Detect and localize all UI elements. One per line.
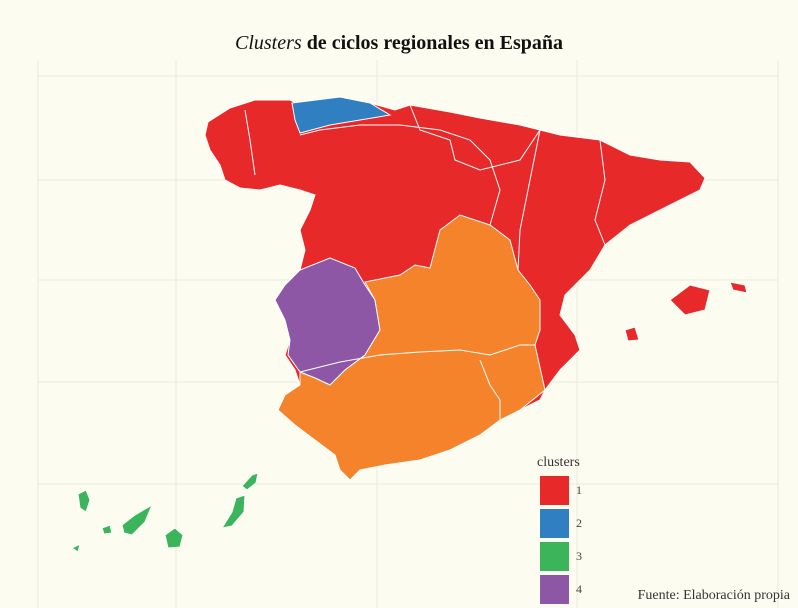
legend-swatch	[540, 509, 569, 538]
region	[291, 96, 392, 134]
title-emphasis: Clusters	[235, 32, 302, 54]
region	[729, 281, 748, 294]
border	[594, 139, 606, 246]
border	[479, 359, 501, 420]
region	[241, 472, 259, 491]
border	[299, 124, 501, 226]
region	[164, 527, 184, 549]
border	[244, 109, 256, 176]
legend-swatch	[540, 476, 569, 505]
legend-label: 3	[576, 549, 582, 563]
region	[220, 494, 246, 529]
region	[71, 543, 81, 553]
region	[624, 326, 640, 342]
border	[517, 129, 541, 271]
title: Clusters de ciclos regionales en España	[235, 32, 563, 54]
legend-swatch	[540, 575, 569, 604]
title-rest: de ciclos regionales en España	[307, 32, 563, 54]
region	[101, 524, 113, 535]
caption: Fuente: Elaboración propia	[638, 588, 791, 603]
regions	[71, 96, 748, 553]
region	[121, 503, 154, 536]
legend-label: 1	[576, 483, 582, 497]
legend-swatch	[540, 542, 569, 571]
region	[669, 284, 711, 316]
legend-label: 4	[576, 582, 582, 596]
border	[299, 344, 535, 373]
legend: clusters 1 2 3 4	[537, 455, 582, 604]
region	[77, 489, 91, 513]
border	[409, 104, 541, 171]
legend-title: clusters	[537, 455, 580, 470]
legend-label: 2	[576, 516, 582, 530]
